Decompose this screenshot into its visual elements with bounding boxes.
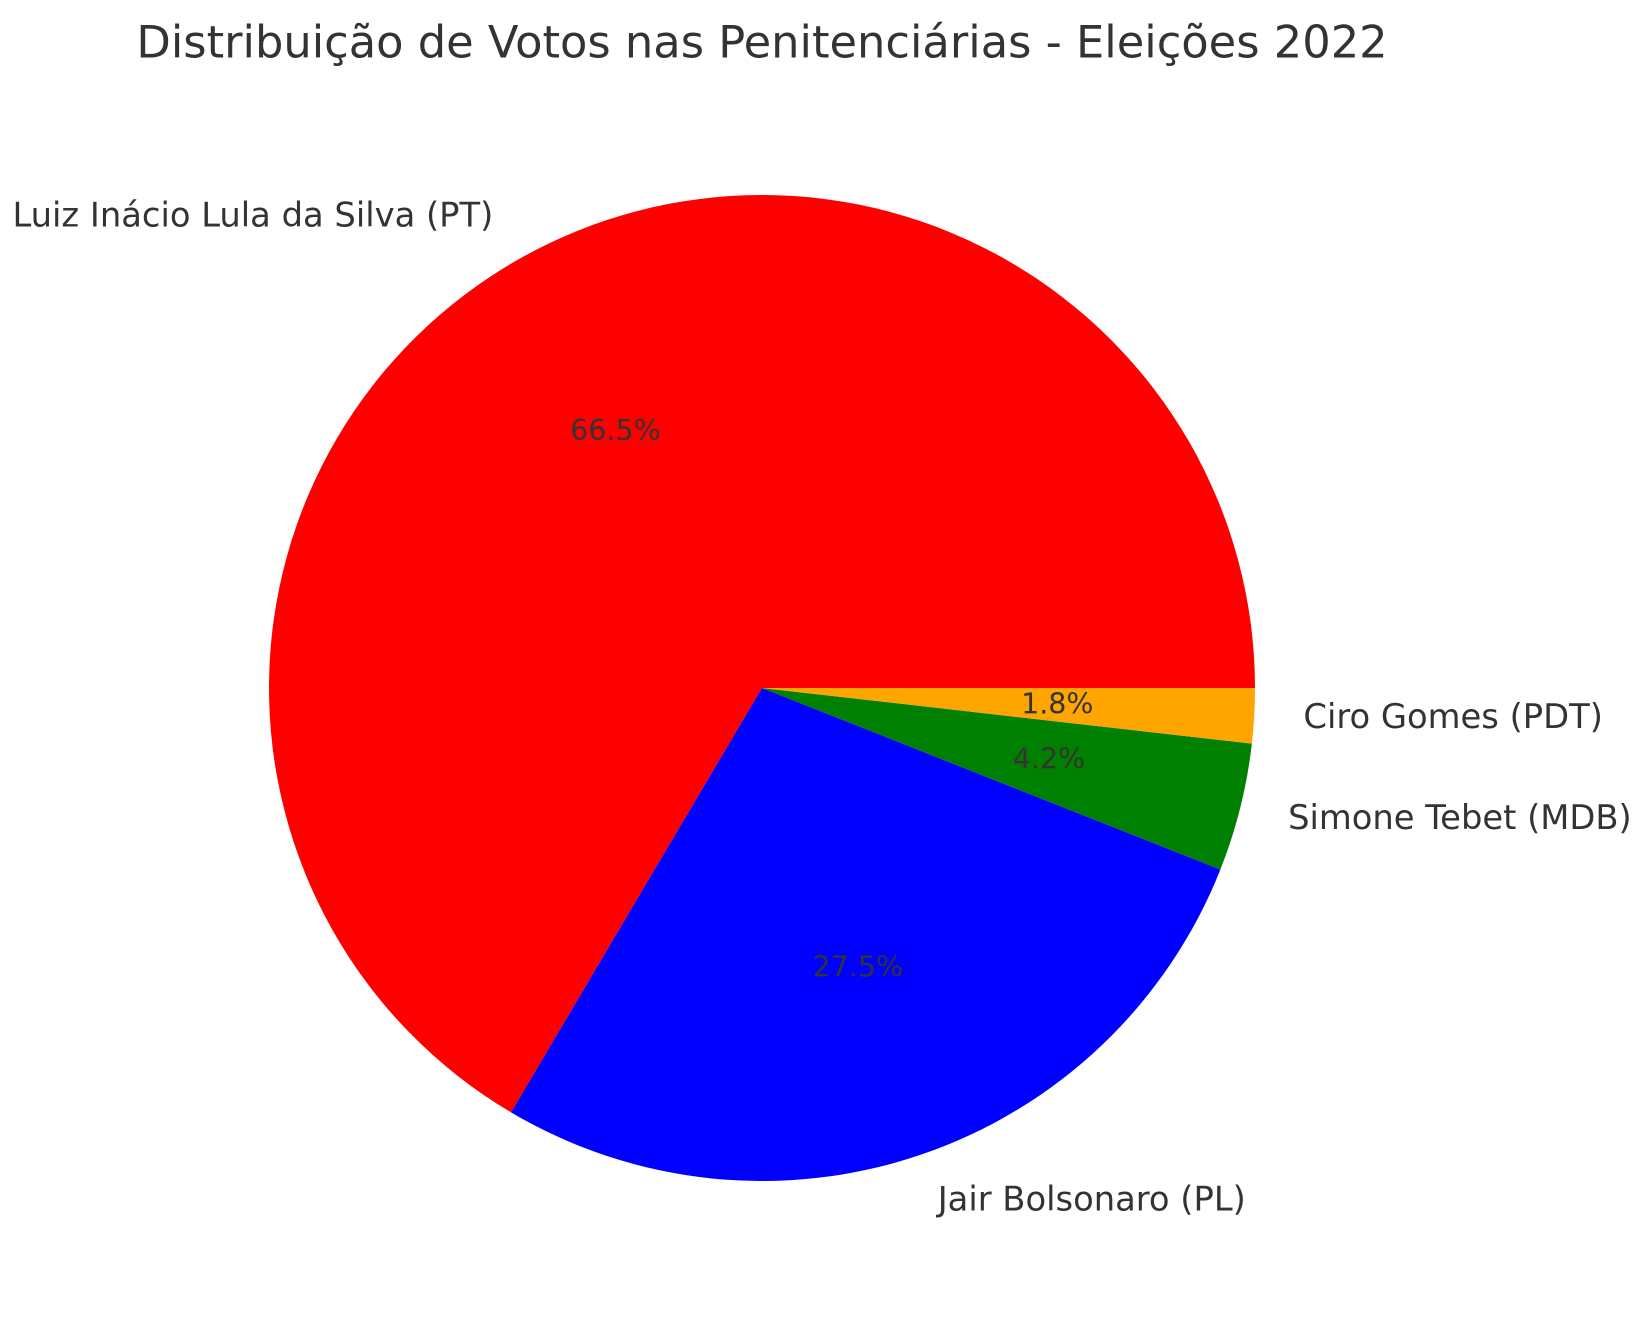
pie-slice-2 xyxy=(762,688,1252,870)
pie-wedges xyxy=(268,195,1255,1182)
pie-label-0: Luiz Inácio Lula da Silva (PT) xyxy=(12,195,493,234)
pie-slice-3 xyxy=(762,688,1255,744)
pie-slice-0 xyxy=(268,195,1255,1113)
pie-label-2: Simone Tebet (MDB) xyxy=(1288,798,1632,837)
pie-label-1: Jair Bolsonaro (PL) xyxy=(936,1180,1246,1219)
pie-pct-label-3: 1.8% xyxy=(1021,688,1093,721)
pie-pct-label-2: 4.2% xyxy=(1013,743,1085,776)
pie-label-3: Ciro Gomes (PDT) xyxy=(1303,697,1603,736)
pie-pct-label-1: 27.5% xyxy=(813,951,904,984)
chart-title: Distribuição de Votos nas Penitenciárias… xyxy=(136,16,1387,69)
pie-slice-1 xyxy=(511,688,1221,1182)
pie-texts: 66.5% Luiz Inácio Lula da Silva (PT) 27.5%… xyxy=(12,195,1631,1218)
pie-pct-label-0: 66.5% xyxy=(570,414,661,447)
